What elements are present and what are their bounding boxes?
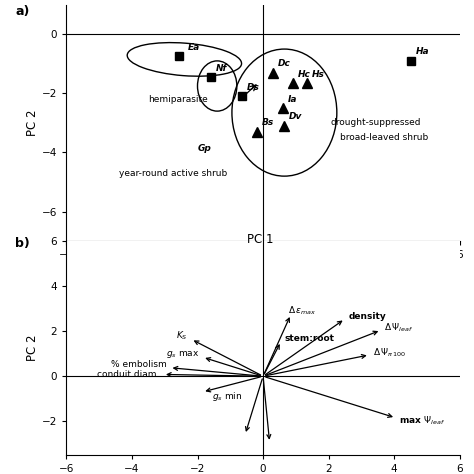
Text: density: density <box>348 312 386 321</box>
Text: $K_S$: $K_S$ <box>176 330 188 342</box>
Y-axis label: PC 2: PC 2 <box>26 335 39 361</box>
Text: hemiparasite: hemiparasite <box>148 95 208 104</box>
Text: a): a) <box>15 5 29 18</box>
Text: % embolism: % embolism <box>110 360 166 369</box>
Text: drought-suppressed: drought-suppressed <box>330 118 421 128</box>
Text: PC 1: PC 1 <box>247 233 274 246</box>
Text: Dc: Dc <box>278 59 291 68</box>
Text: Bs: Bs <box>262 118 273 128</box>
Text: Ea: Ea <box>188 43 200 52</box>
Text: Ia: Ia <box>288 95 297 104</box>
Y-axis label: PC 2: PC 2 <box>26 109 39 136</box>
Text: b): b) <box>15 237 30 250</box>
Text: $\Delta\,\Psi_{leaf}$: $\Delta\,\Psi_{leaf}$ <box>384 321 414 334</box>
Text: $g_s$ max: $g_s$ max <box>166 349 199 360</box>
Text: Gp: Gp <box>198 144 211 153</box>
Text: $\Delta\,\varepsilon_{max}$: $\Delta\,\varepsilon_{max}$ <box>288 304 316 317</box>
Text: $g_s$ min: $g_s$ min <box>212 390 243 402</box>
Text: Ds: Ds <box>246 83 260 92</box>
Text: broad-leaved shrub: broad-leaved shrub <box>340 133 428 142</box>
Text: conduit diam.: conduit diam. <box>98 370 160 379</box>
Text: stem:root: stem:root <box>284 334 334 343</box>
Text: $\Delta\,\Psi_{\pi\,100}$: $\Delta\,\Psi_{\pi\,100}$ <box>373 346 406 359</box>
Text: Hs: Hs <box>312 70 325 79</box>
Text: year-round active shrub: year-round active shrub <box>119 169 227 178</box>
Text: Ha: Ha <box>416 47 429 56</box>
Text: Dv: Dv <box>289 112 303 121</box>
Text: Hc: Hc <box>298 70 310 79</box>
Text: max $\Psi_{leaf}$: max $\Psi_{leaf}$ <box>399 415 445 427</box>
Text: Nf: Nf <box>216 64 227 73</box>
